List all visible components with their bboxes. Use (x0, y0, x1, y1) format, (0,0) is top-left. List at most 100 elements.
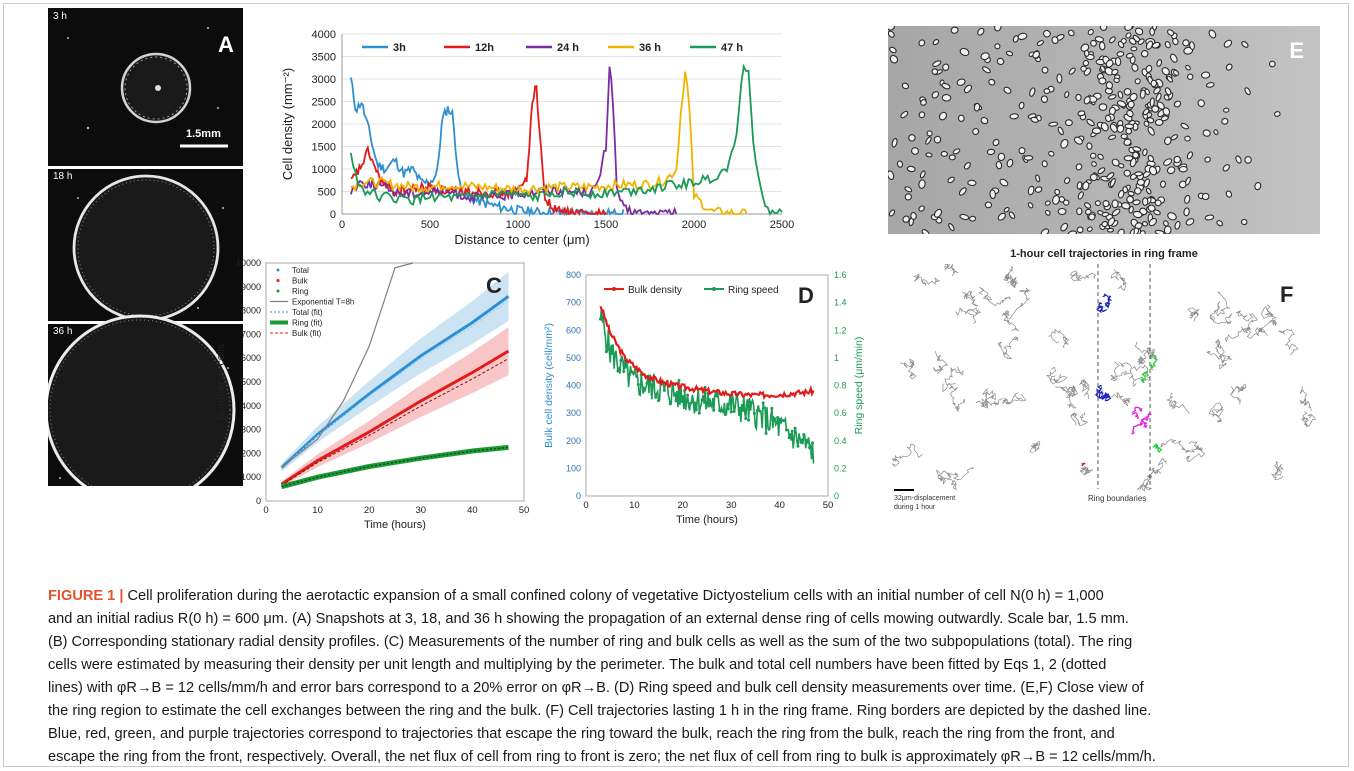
cell (902, 215, 910, 223)
b-series-36h-line (350, 71, 748, 216)
cell (1173, 69, 1179, 76)
trajectory-gray (978, 286, 1012, 307)
d-ring-speed-point (811, 441, 815, 445)
cell (1145, 64, 1153, 73)
c-ytick-label: 5000 (241, 377, 261, 387)
trajectory-gray (891, 443, 923, 468)
d-ring-speed-point (750, 400, 754, 404)
d-ring-speed-point (741, 408, 745, 412)
c-xtick-label: 50 (519, 505, 530, 516)
trajectory-gray (1001, 309, 1020, 332)
cell (967, 179, 977, 187)
cell (1107, 94, 1117, 100)
cell (959, 47, 970, 57)
d-ring-speed-point (619, 359, 623, 363)
d-ring-speed-point (691, 400, 695, 404)
trajectory-gray (1206, 351, 1233, 370)
b-xtick-label: 2000 (682, 219, 706, 231)
trajectory-gray (1299, 385, 1312, 411)
d-ring-speed-point (784, 428, 788, 432)
cell (1057, 207, 1067, 216)
trajectory-gray (1005, 266, 1018, 288)
d-ring-speed-point (642, 387, 646, 391)
cell (1116, 51, 1125, 57)
c-ytick-label: 2000 (241, 448, 261, 458)
cell (1123, 138, 1132, 146)
cell (1018, 101, 1025, 110)
cell (1102, 200, 1110, 208)
cell (1041, 66, 1049, 74)
cell (1127, 100, 1135, 109)
b-ytick-label: 1500 (312, 142, 336, 154)
cell (1164, 136, 1172, 146)
d-ring-speed-point (747, 418, 751, 422)
b-legend-label: 24 h (557, 42, 579, 54)
panel-c-label: C (486, 273, 502, 298)
cell (1202, 129, 1211, 137)
cell (1166, 166, 1176, 175)
cell (1075, 163, 1083, 171)
cell (1221, 117, 1229, 125)
cell (1118, 163, 1125, 169)
d-ring-speed-point (764, 431, 768, 435)
d-y2tick-label: 0.6 (834, 408, 847, 418)
d-ring-speed-point (799, 440, 803, 444)
cell (1111, 199, 1119, 209)
cell (1099, 65, 1106, 73)
trajectory-gray (1069, 270, 1097, 282)
d-ring-speed-point (689, 401, 693, 405)
c-xlabel: Time (hours) (364, 519, 426, 531)
b-ytick-label: 4000 (312, 29, 336, 41)
cell (1154, 199, 1162, 207)
cell (1151, 105, 1160, 113)
trajectory-gray (981, 392, 1003, 407)
cell (1167, 212, 1177, 221)
displacement-scale-label: 32μm-displacement during 1 hour (894, 495, 956, 511)
b-xlabel: Distance to center (μm) (454, 232, 589, 247)
d-ring-speed-point (770, 406, 774, 410)
cell (1178, 165, 1188, 173)
cell (1048, 121, 1059, 127)
cell (984, 201, 993, 209)
cell (1108, 36, 1116, 44)
d-y2tick-label: 0 (834, 491, 839, 501)
cell (1097, 153, 1104, 160)
d-ring-speed-point (677, 378, 681, 382)
cell (1116, 124, 1125, 133)
cell (1268, 60, 1276, 68)
trajectory-green (1140, 370, 1149, 384)
cell (1101, 211, 1110, 217)
cell (1129, 92, 1138, 102)
b-series-47h-line (349, 63, 783, 216)
b-xtick-label: 1500 (594, 219, 618, 231)
cell (1082, 181, 1090, 191)
panel-f-trajectories (891, 264, 1316, 492)
cell (1126, 109, 1134, 118)
cell (1091, 161, 1097, 167)
figure-label: FIGURE 1 | (48, 588, 124, 604)
cell (1111, 208, 1121, 217)
d-ring-speed-point (607, 347, 611, 351)
cell (1240, 218, 1248, 226)
cell (1244, 87, 1251, 96)
b-ytick-label: 2000 (312, 119, 336, 131)
cell (1131, 63, 1139, 72)
cell (1105, 81, 1113, 90)
cell (1200, 71, 1211, 79)
d-legend-marker-bulk (612, 287, 616, 291)
d-ylabel: Bulk cell density (cell/mm²) (543, 323, 555, 448)
c-ytick-label: 1000 (241, 472, 261, 482)
trajectory-gray (944, 264, 959, 277)
d-y2tick-label: 0.2 (834, 463, 847, 473)
cell (1094, 36, 1105, 43)
cell (1064, 119, 1073, 127)
d-ring-speed-point (805, 439, 809, 443)
cell (1213, 129, 1219, 136)
cell (1154, 118, 1164, 126)
cell (1241, 40, 1249, 48)
cell (1173, 100, 1182, 108)
d-xtick-label: 40 (774, 500, 785, 511)
cell (1163, 225, 1172, 235)
trajectory-gray (1134, 341, 1148, 365)
trajectory-gray (1166, 393, 1191, 414)
